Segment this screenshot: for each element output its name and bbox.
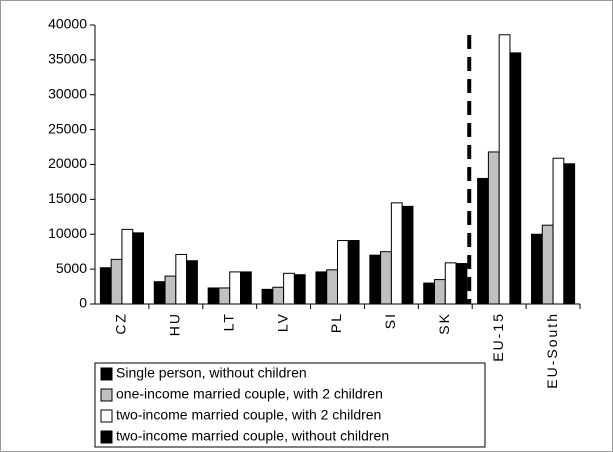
x-tick-label: PL — [328, 312, 344, 333]
x-tick-label: LT — [220, 312, 236, 331]
legend-swatch — [100, 388, 113, 402]
y-tick-label: 5000 — [56, 260, 87, 276]
bar — [477, 177, 489, 305]
x-tick-label: CZ — [113, 312, 129, 335]
x-tick-label: SK — [436, 312, 452, 335]
legend-label: one-income married couple, with 2 childr… — [116, 386, 383, 402]
bar — [315, 271, 328, 305]
bar — [434, 279, 446, 305]
bar — [347, 240, 360, 305]
bar — [175, 253, 188, 305]
bar — [110, 258, 123, 305]
bar — [401, 205, 414, 305]
y-tick-label: 15000 — [48, 190, 87, 206]
bar — [164, 275, 177, 305]
legend-label: Single person, without children — [116, 365, 307, 381]
bar — [153, 281, 166, 305]
bar — [121, 228, 134, 305]
y-tick-label: 25000 — [48, 120, 87, 136]
y-tick-label: 0 — [79, 295, 87, 311]
bar — [444, 262, 457, 305]
bar — [498, 34, 511, 305]
bar — [240, 271, 252, 305]
legend-swatch — [100, 430, 113, 444]
legend-swatch — [100, 367, 113, 381]
x-tick-label: LV — [274, 312, 290, 332]
bar — [531, 233, 543, 305]
x-tick-label: SI — [382, 312, 398, 329]
bar — [390, 202, 403, 305]
bar — [207, 287, 220, 305]
bar — [337, 240, 349, 305]
legend-label: two-income married couple, with 2 childr… — [116, 407, 381, 423]
bar — [261, 288, 274, 305]
legend-swatch — [100, 409, 113, 423]
bar — [283, 272, 295, 305]
bar — [380, 251, 392, 305]
bar — [272, 286, 285, 305]
x-tick-label: EU-South — [544, 312, 560, 389]
legend-box — [94, 362, 486, 448]
y-tick-label: 10000 — [48, 225, 87, 241]
y-tick-label: 20000 — [48, 155, 87, 171]
bar — [487, 151, 500, 305]
y-tick-label: 35000 — [48, 51, 87, 67]
bar — [369, 254, 382, 305]
bar — [186, 260, 198, 305]
bar — [423, 282, 436, 305]
bar — [293, 274, 306, 305]
bar — [455, 263, 468, 305]
bar — [132, 232, 145, 305]
x-tick-label: HU — [167, 312, 183, 336]
y-tick-label: 40000 — [48, 16, 87, 32]
bar — [326, 269, 339, 305]
x-tick-label: EU-15 — [490, 312, 506, 362]
bar — [99, 267, 112, 305]
bar — [229, 271, 242, 305]
bar — [541, 224, 554, 305]
bar — [552, 157, 565, 305]
bar — [218, 287, 231, 305]
bar — [509, 52, 522, 305]
y-tick-label: 30000 — [48, 85, 87, 101]
bar — [563, 163, 576, 305]
legend-label: two-income married couple, without child… — [116, 428, 389, 444]
